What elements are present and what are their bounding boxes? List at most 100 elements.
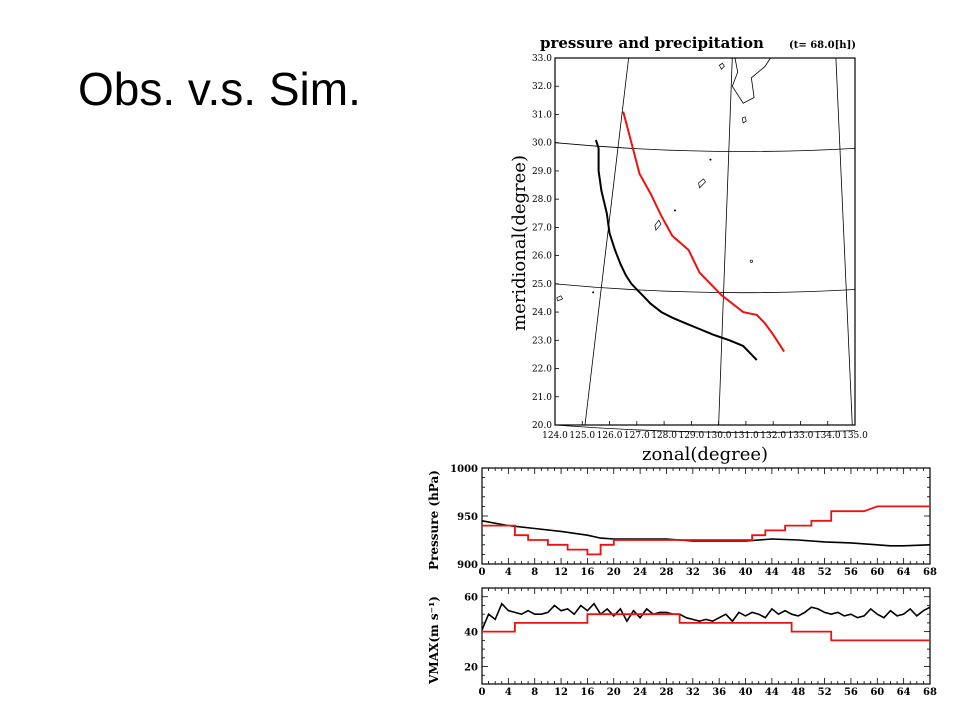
map-xtick-label: 130.0 <box>706 431 732 441</box>
map-ytick-label: 21.0 <box>532 393 552 403</box>
map-xtick-label: 135.0 <box>842 431 868 441</box>
vmax-ytick-label: 60 <box>464 593 478 604</box>
vmax-xtick-label: 16 <box>580 687 594 698</box>
pressure-xtick-label: 36 <box>712 567 726 578</box>
vmax-xtick-label: 0 <box>479 687 486 698</box>
pressure-xtick-label: 44 <box>765 567 779 578</box>
vmax-xtick-label: 4 <box>505 687 512 698</box>
vmax-xtick-label: 24 <box>633 687 647 698</box>
pressure-xtick-label: 48 <box>791 567 805 578</box>
map-ylabel: meridional(degree) <box>509 155 530 331</box>
observed-track-line <box>594 139 758 361</box>
map-frame <box>554 57 856 426</box>
map-xtick-label: 133.0 <box>788 431 814 441</box>
pressure-xtick-label: 0 <box>479 567 486 578</box>
pressure-xtick-label: 64 <box>897 567 911 578</box>
pressure-simulated-line <box>482 505 930 556</box>
map-xtick-label: 125.0 <box>569 431 595 441</box>
pressure-xtick-label: 32 <box>686 567 700 578</box>
map-xtick-label: 134.0 <box>815 431 841 441</box>
map-xtick-label: 128.0 <box>651 431 677 441</box>
pressure-ytick-label: 950 <box>457 512 478 523</box>
map-ytick-label: 30.0 <box>532 139 552 149</box>
island-amami <box>698 178 706 189</box>
vmax-xtick-label: 44 <box>765 687 779 698</box>
vmax-xtick-label: 36 <box>712 687 726 698</box>
vmax-xtick-label: 60 <box>870 687 884 698</box>
vmax-xtick-label: 48 <box>791 687 805 698</box>
map-xlabel: zonal(degree) <box>642 444 768 465</box>
map-xtick-label: 131.0 <box>733 431 759 441</box>
map-ytick-label: 27.0 <box>532 223 552 233</box>
map-gridline-lon-125 <box>584 57 630 426</box>
map-xtick-label: 129.0 <box>678 431 704 441</box>
vmax-xtick-label: 32 <box>686 687 700 698</box>
pressure-observed-line <box>481 520 931 547</box>
map-xtick-label: 126.0 <box>597 431 623 441</box>
island-tanegashima <box>741 116 747 124</box>
map-title: pressure and precipitation <box>540 34 764 52</box>
map-xtick-label: 124.0 <box>542 431 568 441</box>
vmax-xtick-label: 52 <box>818 687 832 698</box>
map-ytick-label: 33.0 <box>532 54 552 64</box>
pressure-xtick-label: 16 <box>580 567 594 578</box>
pressure-xtick-label: 56 <box>844 567 858 578</box>
map-ytick-label: 29.0 <box>532 167 552 177</box>
island-small-1 <box>674 209 676 212</box>
vmax-xtick-label: 56 <box>844 687 858 698</box>
pressure-xtick-label: 68 <box>923 567 937 578</box>
vmax-xtick-label: 64 <box>897 687 911 698</box>
track-map-chart: pressure and precipitation (t= 68.0[h]) 20… <box>509 34 868 465</box>
map-ytick-label: 31.0 <box>532 110 552 120</box>
vmax-ylabel: VMAX(m s⁻¹) <box>427 596 441 685</box>
island-sakishima <box>556 295 564 302</box>
pressure-xtick-label: 4 <box>505 567 512 578</box>
island-okinawa <box>654 219 662 231</box>
vmax-ytick-label: 20 <box>464 663 478 674</box>
map-gridline-lon-130 <box>718 57 733 426</box>
pressure-xtick-label: 52 <box>818 567 832 578</box>
map-ytick-label: 26.0 <box>532 252 552 262</box>
pressure-xtick-label: 28 <box>660 567 674 578</box>
pressure-ytick-label: 900 <box>457 560 478 571</box>
island-tokara <box>709 158 712 161</box>
pressure-xtick-label: 40 <box>739 567 753 578</box>
map-ytick-label: 22.0 <box>532 365 552 375</box>
map-ytick-label: 28.0 <box>532 195 552 205</box>
map-ytick-label: 25.0 <box>532 280 552 290</box>
pressure-xtick-label: 60 <box>870 567 884 578</box>
vmax-observed-line <box>481 602 931 631</box>
map-xtick-label: 127.0 <box>624 431 650 441</box>
pressure-xtick-label: 20 <box>607 567 621 578</box>
pressure-ytick-label: 1000 <box>450 464 478 475</box>
vmax-xtick-label: 28 <box>660 687 674 698</box>
vmax-simulated-line <box>482 613 930 642</box>
vmax-frame <box>481 587 931 685</box>
vmax-xtick-label: 8 <box>531 687 538 698</box>
coastline-kyushu <box>731 57 771 104</box>
map-ytick-label: 23.0 <box>532 336 552 346</box>
map-gridline-lat-30 <box>554 142 856 152</box>
vmax-ytick-label: 40 <box>464 628 478 639</box>
island-amakusa <box>718 62 725 70</box>
simulated-track-line <box>622 111 785 353</box>
island-small-2 <box>592 291 595 294</box>
pressure-ylabel: Pressure (hPa) <box>427 470 441 570</box>
vmax-xtick-label: 20 <box>607 687 621 698</box>
vmax-xtick-label: 40 <box>739 687 753 698</box>
map-ytick-label: 32.0 <box>532 82 552 92</box>
time-series-chart: 0 4 8 12 16 20 24 28 32 36 40 44 48 52 56 60 64 689009501… <box>427 464 937 698</box>
map-gridline-lat-20 <box>554 424 856 433</box>
map-xtick-label: 132.0 <box>760 431 786 441</box>
map-ytick-label: 20.0 <box>532 421 552 431</box>
pressure-frame <box>481 467 931 565</box>
map-ytick-label: 24.0 <box>532 308 552 318</box>
pressure-xtick-label: 8 <box>531 567 538 578</box>
slide-title: Obs. v.s. Sim. <box>78 63 361 115</box>
island-daito <box>749 259 753 263</box>
map-gridline-lon-135 <box>835 57 853 426</box>
pressure-xtick-label: 24 <box>633 567 647 578</box>
vmax-xtick-label: 12 <box>554 687 568 698</box>
vmax-xtick-label: 68 <box>923 687 937 698</box>
pressure-xtick-label: 12 <box>554 567 568 578</box>
